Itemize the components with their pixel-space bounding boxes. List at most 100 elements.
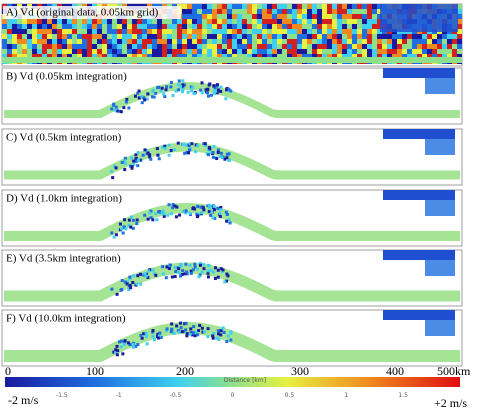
noise-cell [377, 9, 382, 14]
noise-cell [452, 54, 457, 59]
noise-cell [162, 49, 167, 54]
noise-cell [197, 14, 202, 19]
speckle [224, 210, 228, 214]
noise-cell [332, 19, 337, 24]
speckle [163, 144, 167, 148]
noise-cell [77, 49, 82, 54]
colorbar-tick-label: 1.5 [398, 392, 408, 399]
noise-cell [102, 44, 107, 49]
noise-cell [312, 34, 317, 39]
noise-cell [337, 54, 342, 59]
noise-cell [417, 34, 422, 39]
speckle [125, 280, 129, 284]
speckle [161, 272, 165, 276]
speckle [179, 264, 183, 268]
speckle [213, 276, 217, 280]
speckle [210, 210, 214, 214]
noise-cell [157, 19, 162, 24]
noise-cell [52, 49, 57, 54]
noise-cell [172, 29, 177, 34]
speckle [189, 271, 193, 275]
speckle [148, 153, 152, 157]
noise-cell [182, 39, 187, 44]
speckle [200, 211, 204, 215]
speckle [153, 272, 157, 276]
noise-cell [282, 54, 287, 59]
speckle [165, 85, 169, 89]
blue-block [425, 139, 455, 155]
speckle [206, 275, 210, 279]
speckle [161, 145, 165, 149]
noise-cell [112, 34, 117, 39]
speckle [184, 143, 188, 147]
noise-cell [102, 54, 107, 59]
noise-cell [417, 39, 422, 44]
noise-cell [377, 19, 382, 24]
noise-cell [222, 29, 227, 34]
noise-cell [252, 49, 257, 54]
noise-cell [382, 34, 387, 39]
noise-cell [342, 39, 347, 44]
speckle [218, 154, 222, 158]
speckle [139, 272, 143, 276]
noise-cell [72, 54, 77, 59]
speckle [176, 141, 180, 145]
speckle [172, 148, 176, 152]
noise-cell [127, 29, 132, 34]
noise-cell [347, 49, 352, 54]
noise-cell [222, 34, 227, 39]
noise-cell [402, 44, 407, 49]
noise-cell [17, 19, 22, 24]
noise-cell [422, 49, 427, 54]
noise-cell [347, 14, 352, 19]
noise-cell [127, 44, 132, 49]
noise-cell [72, 44, 77, 49]
speckle [159, 335, 163, 339]
noise-cell [117, 44, 122, 49]
noise-cell [262, 49, 267, 54]
speckle [181, 83, 185, 87]
noise-cell [162, 19, 167, 24]
noise-cell [197, 29, 202, 34]
speckle [219, 208, 223, 212]
colorbar-tick-label: 0.5 [285, 392, 295, 399]
noise-cell [332, 39, 337, 44]
noise-cell [42, 39, 47, 44]
noise-cell [157, 54, 162, 59]
noise-cell [327, 24, 332, 29]
noise-cell [2, 54, 7, 59]
noise-cell [182, 14, 187, 19]
noise-cell [237, 19, 242, 24]
noise-cell [452, 49, 457, 54]
noise-cell [17, 39, 22, 44]
speckle [178, 213, 182, 217]
noise-cell [277, 14, 282, 19]
speckle [179, 262, 183, 266]
noise-cell [97, 19, 102, 24]
speckle [140, 336, 144, 340]
noise-cell [457, 4, 462, 9]
noise-cell [457, 34, 462, 39]
noise-cell [297, 14, 302, 19]
speckle [177, 271, 181, 275]
noise-cell [107, 34, 112, 39]
speckle [198, 263, 202, 267]
noise-cell [67, 54, 72, 59]
noise-cell [437, 54, 442, 59]
noise-cell [147, 39, 152, 44]
noise-cell [7, 29, 12, 34]
noise-cell [112, 29, 117, 34]
noise-cell [37, 44, 42, 49]
speckle [227, 218, 231, 222]
noise-cell [302, 19, 307, 24]
noise-cell [72, 29, 77, 34]
speckle [160, 86, 164, 90]
speckle [132, 159, 136, 163]
noise-cell [407, 44, 412, 49]
speckle [173, 204, 177, 208]
noise-cell [312, 24, 317, 29]
noise-cell [292, 29, 297, 34]
speckle [184, 321, 188, 325]
speckle [169, 212, 173, 216]
noise-cell [237, 29, 242, 34]
